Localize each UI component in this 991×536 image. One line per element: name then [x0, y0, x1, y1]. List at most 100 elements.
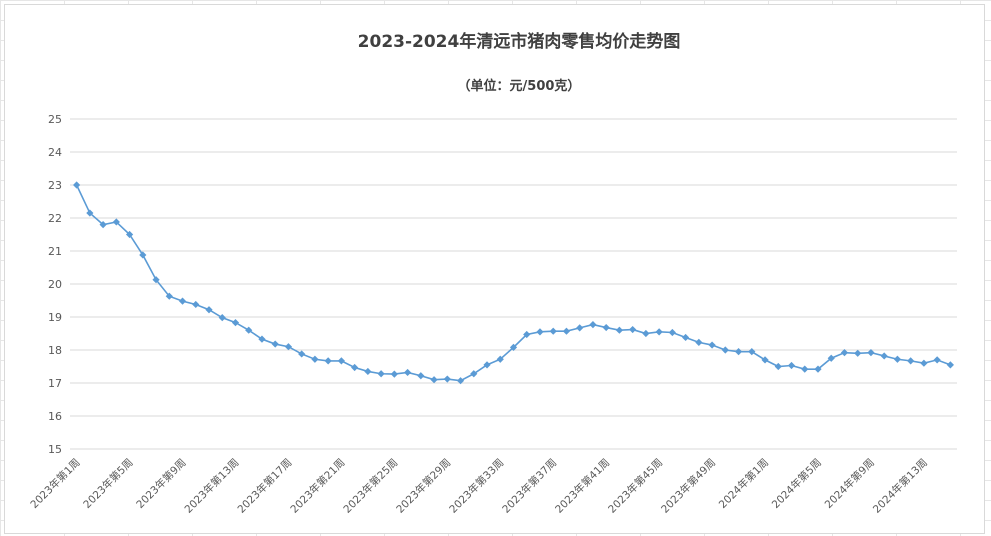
data-point[interactable]: [827, 354, 835, 362]
data-point[interactable]: [324, 357, 332, 365]
data-point[interactable]: [814, 365, 822, 373]
data-point[interactable]: [99, 221, 107, 229]
chart-area[interactable]: 2023-2024年清远市猪肉零售均价走势图 （单位：元/500克） 15 16 1…: [4, 4, 985, 534]
data-point[interactable]: [576, 324, 584, 332]
data-point[interactable]: [430, 376, 438, 384]
data-point[interactable]: [337, 357, 345, 365]
data-point[interactable]: [509, 343, 518, 351]
y-tick-label: 19: [48, 311, 62, 324]
data-point[interactable]: [708, 341, 716, 349]
gridlines: [70, 118, 957, 450]
x-tick-label: 2023年第21周: [288, 456, 348, 516]
data-point[interactable]: [364, 367, 372, 376]
data-point[interactable]: [734, 348, 743, 356]
x-tick-label: 2023年第45周: [605, 456, 665, 516]
x-tick-label: 2023年第37周: [500, 456, 560, 516]
data-point[interactable]: [787, 361, 796, 370]
chart-subtitle: （单位：元/500克）: [458, 78, 581, 94]
series-line: [75, 184, 951, 382]
data-point[interactable]: [867, 349, 875, 357]
data-point[interactable]: [695, 338, 703, 347]
data-point[interactable]: [73, 181, 81, 189]
data-point[interactable]: [655, 328, 663, 336]
x-tick-label: 2024年第1周: [716, 456, 771, 511]
data-point[interactable]: [880, 352, 888, 360]
data-point[interactable]: [642, 329, 650, 338]
data-point[interactable]: [668, 328, 676, 337]
data-point[interactable]: [920, 359, 928, 367]
data-point[interactable]: [589, 320, 597, 329]
data-point[interactable]: [192, 300, 200, 309]
data-point[interactable]: [417, 372, 425, 380]
data-point[interactable]: [377, 370, 385, 378]
data-point[interactable]: [893, 355, 902, 363]
y-tick-label: 18: [48, 344, 62, 357]
data-point[interactable]: [205, 306, 213, 314]
x-tick-label: 2023年第13周: [182, 456, 242, 516]
data-point[interactable]: [112, 218, 120, 226]
y-tick-label: 20: [48, 278, 62, 291]
data-point[interactable]: [178, 297, 187, 305]
data-point[interactable]: [946, 361, 954, 369]
data-point[interactable]: [562, 327, 571, 335]
y-tick-label: 21: [48, 245, 62, 258]
data-point[interactable]: [933, 356, 941, 364]
x-tick-label: 2023年第25周: [341, 456, 401, 516]
data-point[interactable]: [496, 355, 504, 363]
data-point[interactable]: [258, 335, 266, 343]
data-point[interactable]: [536, 328, 544, 336]
y-tick-label: 22: [48, 212, 62, 225]
data-point[interactable]: [523, 330, 531, 339]
data-point[interactable]: [470, 370, 478, 378]
x-tick-label: 2023年第49周: [658, 456, 718, 516]
data-point[interactable]: [483, 361, 491, 369]
data-point[interactable]: [549, 327, 557, 335]
data-point[interactable]: [682, 333, 690, 342]
data-point[interactable]: [231, 319, 240, 327]
data-point[interactable]: [801, 365, 809, 373]
y-tick-label: 17: [48, 377, 62, 390]
data-point[interactable]: [761, 356, 769, 364]
data-point[interactable]: [615, 326, 624, 334]
x-tick-label: 2023年第5周: [81, 456, 136, 511]
data-point[interactable]: [854, 349, 862, 357]
y-tick-label: 25: [48, 113, 62, 126]
data-point[interactable]: [86, 209, 94, 217]
data-point[interactable]: [721, 346, 729, 354]
data-point[interactable]: [840, 349, 849, 357]
data-point[interactable]: [456, 377, 465, 385]
data-point[interactable]: [298, 350, 306, 358]
x-tick-label: 2024年第13周: [870, 456, 930, 516]
y-tick-label: 16: [48, 410, 62, 423]
data-point[interactable]: [245, 326, 253, 334]
x-tick-label: 2023年第17周: [235, 456, 295, 516]
data-point[interactable]: [602, 323, 610, 332]
chart-svg: 2023-2024年清远市猪肉零售均价走势图 （单位：元/500克） 15161…: [28, 31, 957, 516]
data-point[interactable]: [748, 348, 756, 356]
data-point[interactable]: [271, 340, 279, 348]
y-tick-label: 23: [48, 179, 62, 192]
data-point[interactable]: [403, 368, 412, 377]
x-axis-ticks: 2023年第1周2023年第5周2023年第9周2023年第13周2023年第1…: [28, 456, 930, 516]
y-tick-label: 24: [48, 146, 62, 159]
x-tick-label: 2024年第5周: [769, 456, 824, 511]
x-tick-label: 2024年第9周: [822, 456, 877, 511]
data-point[interactable]: [165, 292, 173, 300]
data-point[interactable]: [351, 363, 359, 372]
x-tick-label: 2023年第41周: [552, 456, 612, 516]
x-tick-label: 2023年第33周: [447, 456, 507, 516]
data-point[interactable]: [152, 276, 160, 284]
data-point[interactable]: [907, 357, 915, 365]
data-point[interactable]: [218, 314, 226, 322]
data-point[interactable]: [629, 325, 637, 334]
x-tick-label: 2023年第1周: [28, 456, 83, 511]
data-point[interactable]: [774, 362, 782, 371]
data-point[interactable]: [284, 343, 293, 351]
chart-title: 2023-2024年清远市猪肉零售均价走势图: [358, 31, 681, 52]
data-point[interactable]: [311, 355, 319, 363]
y-axis-ticks: 15 16 17 18 19 20 21 22 23 24 25: [48, 113, 62, 456]
data-point[interactable]: [390, 370, 398, 378]
y-tick-label: 15: [48, 443, 62, 456]
data-point[interactable]: [125, 230, 134, 239]
data-point[interactable]: [443, 375, 451, 383]
